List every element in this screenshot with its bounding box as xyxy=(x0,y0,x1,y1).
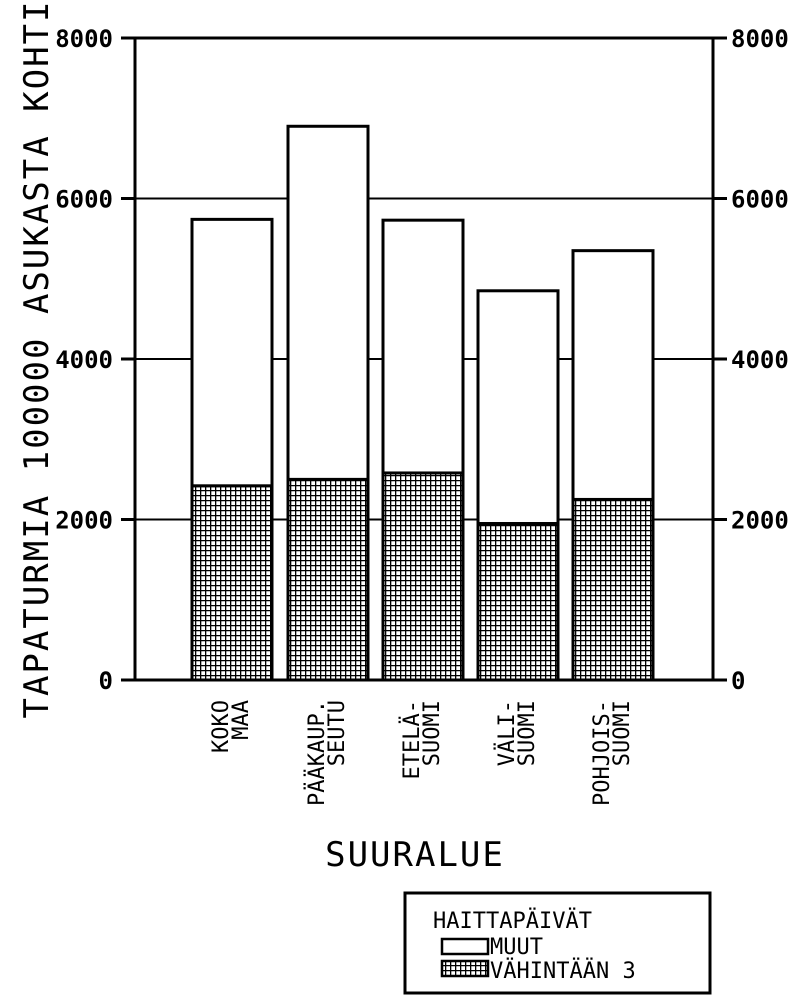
y-tick-label-right: 6000 xyxy=(731,186,789,214)
bar-segment-muut xyxy=(190,217,274,488)
category-label: VÄLI-SUOMI xyxy=(494,700,540,766)
y-tick-label-right: 2000 xyxy=(731,507,789,535)
bar-segment-muut xyxy=(571,249,655,501)
y-tick-label-left: 6000 xyxy=(55,186,113,214)
y-axis-title: TAPATURMIA 100000 ASUKASTA KOHTI xyxy=(17,0,57,719)
y-tick-label-right: 0 xyxy=(731,667,745,695)
category-label-line: VÄLI- xyxy=(494,700,520,766)
y-ticks: 0 0 2000 2000 4000 4000 6000 6000 8000 8000 xyxy=(55,25,789,695)
bar-segment-vahintaan-3 xyxy=(190,484,274,682)
y-tick-label-left: 2000 xyxy=(55,507,113,535)
category-label-line: POHJOIS- xyxy=(590,700,615,806)
bar-segment-muut xyxy=(476,289,560,526)
x-axis-title: SUURALUE xyxy=(325,835,505,875)
legend-label-muut: MUUT xyxy=(490,935,543,960)
legend: HAITTAPÄIVÄT MUUT VÄHINTÄÄN 3 xyxy=(403,891,712,995)
category-label-line: SEUTU xyxy=(325,700,350,766)
category-label-line: SUOMI xyxy=(515,700,540,766)
bar-segment-vahintaan-3 xyxy=(476,522,560,682)
category-label: POHJOIS-SUOMI xyxy=(590,700,635,806)
y-tick-label-right: 4000 xyxy=(731,346,789,374)
bars xyxy=(190,124,655,682)
legend-title: HAITTAPÄIVÄT xyxy=(433,908,592,934)
legend-label-vahintaan: VÄHINTÄÄN 3 xyxy=(490,958,636,984)
category-label-line: ETELÄ- xyxy=(399,700,425,779)
category-label-line: KOKO xyxy=(209,700,234,753)
category-label: PÄÄKAUP.SEUTU xyxy=(304,700,350,806)
bar-segment-muut xyxy=(286,124,370,481)
bar-segment-muut xyxy=(381,218,465,475)
category-label-line: SUOMI xyxy=(420,700,445,766)
category-label-line: SUOMI xyxy=(610,700,635,766)
category-label-line: PÄÄKAUP. xyxy=(304,700,330,806)
y-tick-label-left: 8000 xyxy=(55,25,113,53)
y-tick-label-left: 4000 xyxy=(55,346,113,374)
category-label-line: MAA xyxy=(229,700,254,740)
category-label: ETELÄ-SUOMI xyxy=(399,700,445,779)
legend-swatch-vahintaan xyxy=(440,959,490,978)
bar-segment-vahintaan-3 xyxy=(381,471,465,682)
legend-swatch-muut xyxy=(440,937,490,956)
y-tick-label-left: 0 xyxy=(99,667,113,695)
y-tick-label-right: 8000 xyxy=(731,25,789,53)
bar-segment-vahintaan-3 xyxy=(571,497,655,682)
bar-segment-vahintaan-3 xyxy=(286,477,370,682)
